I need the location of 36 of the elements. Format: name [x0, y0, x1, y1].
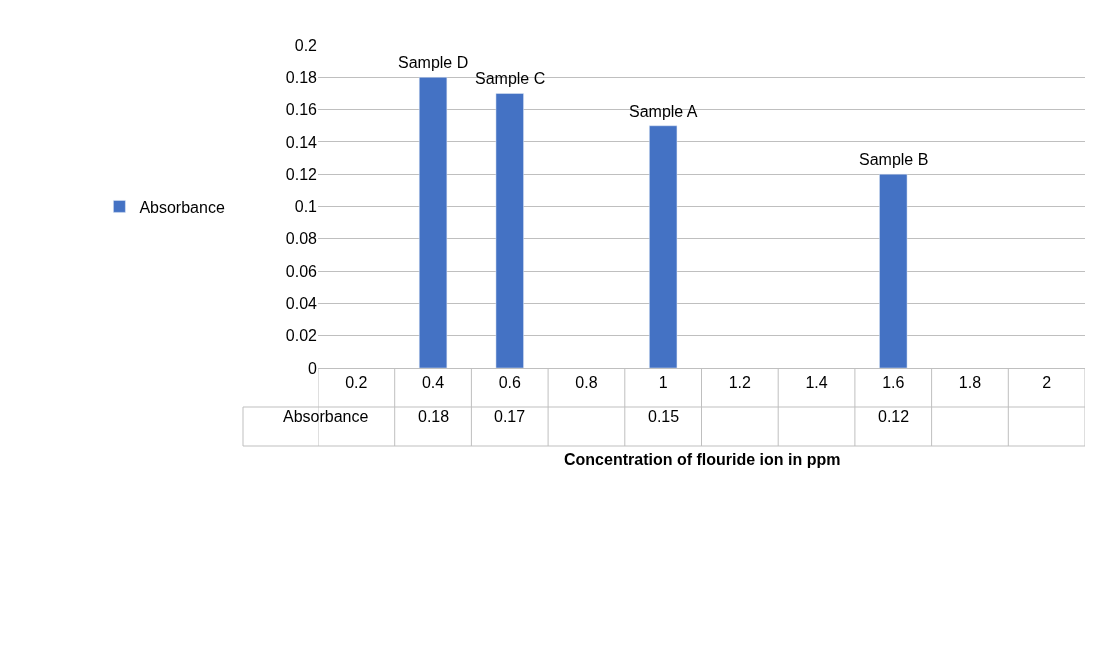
x-tick-label: 1.8	[958, 374, 982, 392]
data-label: 0.15	[648, 408, 680, 425]
annotation: Sample B	[859, 151, 929, 168]
bar	[649, 125, 678, 368]
x-tick-label: 1	[658, 374, 668, 392]
y-tick-label: 0.14	[285, 133, 318, 151]
data-label: 0.17	[494, 408, 526, 425]
text: Absorbance	[283, 408, 369, 425]
y-tick-label: 0.16	[285, 101, 318, 119]
annotation: Sample A	[629, 103, 698, 120]
annotation: Sample C	[475, 70, 546, 87]
bar	[879, 173, 908, 368]
y-tick-label: 0.04	[285, 295, 318, 312]
x-axis-title: Concentration of flouride ion in ppm	[564, 451, 841, 468]
y-tick-label: 0.02	[285, 327, 318, 345]
data-label: 0.12	[878, 408, 910, 425]
legend-label: Absorbance	[139, 198, 225, 216]
x-tick-label: 1.4	[805, 374, 828, 392]
bar	[495, 93, 524, 368]
x-tick-label: 0.2	[345, 374, 368, 392]
y-tick-label: 0	[308, 359, 318, 377]
y-tick-label: 0.12	[285, 165, 318, 183]
x-tick-label: 2	[1042, 374, 1052, 392]
bar	[418, 77, 448, 368]
y-tick-label: 0.18	[285, 68, 318, 86]
data-label: 0.18	[418, 408, 450, 425]
x-tick-label: 1.2	[728, 374, 752, 392]
x-tick-label: 0.8	[575, 374, 598, 392]
y-tick-label: 0.1	[294, 198, 318, 216]
x-tick-label: 1.6	[882, 374, 905, 392]
x-tick-label: 0.4	[421, 374, 445, 392]
y-tick-label: 0.06	[285, 262, 318, 280]
annotation: Sample D	[398, 54, 469, 71]
y-tick-label: 0.08	[285, 230, 318, 248]
x-tick-label: 0.6	[498, 374, 521, 392]
y-tick-label: 0.2	[294, 36, 318, 54]
